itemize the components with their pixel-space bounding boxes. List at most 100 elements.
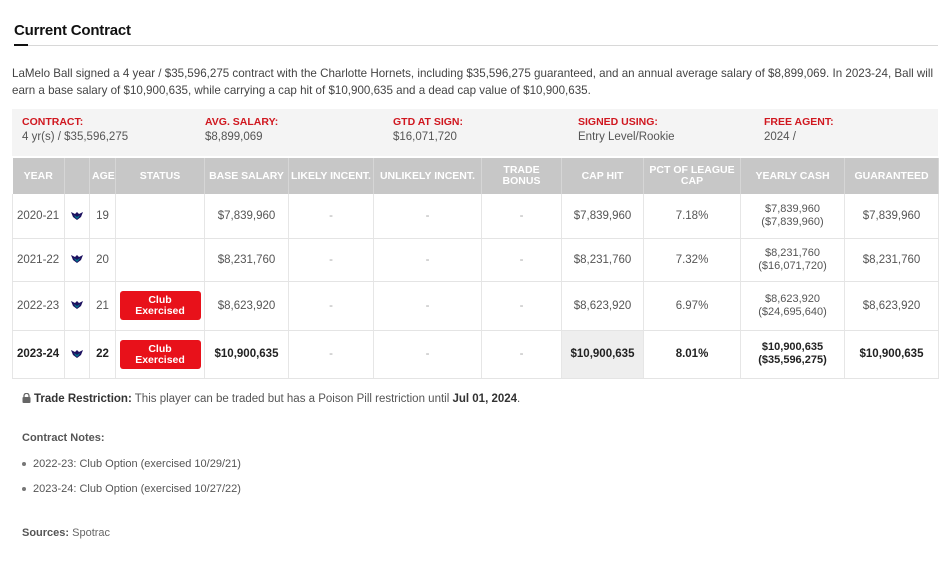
contract-info-bar: CONTRACT: 4 yr(s) / $35,596,275 AVG. SAL… <box>12 109 938 156</box>
bullet-icon <box>22 462 26 467</box>
cell-pct-cap: 7.18% <box>643 194 741 239</box>
cell-base-salary: $8,231,760 <box>204 238 289 282</box>
cell-age: 19 <box>89 194 116 239</box>
info-value: $16,071,720 <box>393 131 457 143</box>
cash-value: $10,900,635 <box>761 341 824 353</box>
table-row: 2020-21 19 $7,839,960 - - - $7,839,960 7… <box>12 194 939 239</box>
cash-cumulative: ($24,695,640) <box>758 305 827 318</box>
sources: Sources: Spotrac <box>22 527 110 539</box>
info-value: Entry Level/Rookie <box>578 131 675 143</box>
cell-cap-hit: $8,623,920 <box>561 281 644 331</box>
cell-pct-cap: 8.01% <box>643 330 741 379</box>
cell-team <box>64 330 90 379</box>
cash-cumulative: ($7,839,960) <box>761 215 824 228</box>
cell-trade-bonus: - <box>481 194 562 239</box>
cell-unlikely-incent: - <box>373 238 482 282</box>
table-row: 2021-22 20 $8,231,760 - - - $8,231,760 7… <box>12 238 939 282</box>
col-header-yearly-cash[interactable]: YEARLY CASH <box>740 158 845 194</box>
cell-likely-incent: - <box>288 281 374 331</box>
info-signed-using: SIGNED USING: Entry Level/Rookie <box>568 109 754 156</box>
info-label: GTD AT SIGN: <box>393 116 463 128</box>
contract-summary: LaMelo Ball signed a 4 year / $35,596,27… <box>12 67 934 97</box>
contract-notes-title: Contract Notes: <box>22 432 105 444</box>
cell-status <box>115 238 205 282</box>
cell-yearly-cash: $10,900,635 ($35,596,275) <box>740 330 845 379</box>
hornets-logo-icon <box>71 301 83 310</box>
cell-base-salary: $8,623,920 <box>204 281 289 331</box>
col-header-status[interactable]: STATUS <box>115 158 205 194</box>
section-title: Current Contract <box>14 22 131 39</box>
info-label: FREE AGENT: <box>764 116 834 128</box>
info-value: 2024 / <box>764 131 796 143</box>
lock-icon <box>22 393 31 403</box>
cell-age: 21 <box>89 281 116 331</box>
col-header-age[interactable]: AGE <box>89 158 116 194</box>
trade-restriction: Trade Restriction: This player can be tr… <box>22 393 520 405</box>
cell-age: 22 <box>89 330 116 379</box>
col-header-base-salary[interactable]: BASE SALARY <box>204 158 289 194</box>
list-item: 2022-23: Club Option (exercised 10/29/21… <box>22 458 241 483</box>
col-header-team <box>64 158 90 194</box>
cash-value: $7,839,960 <box>764 202 821 215</box>
info-value: $8,899,069 <box>205 131 263 143</box>
cell-pct-cap: 7.32% <box>643 238 741 282</box>
bullet-icon <box>22 487 26 492</box>
info-gtd-at-sign: GTD AT SIGN: $16,071,720 <box>383 109 568 156</box>
title-divider <box>14 45 938 46</box>
col-header-unlikely-incent[interactable]: UNLIKELY INCENT. <box>373 158 482 194</box>
hornets-logo-icon <box>71 255 83 264</box>
table-row: 2022-23 21 Club Exercised $8,623,920 - - … <box>12 281 939 331</box>
cash-cumulative: ($16,071,720) <box>758 259 827 272</box>
note-text: 2023-24: Club Option (exercised 10/27/22… <box>33 483 241 495</box>
cell-trade-bonus: - <box>481 281 562 331</box>
sources-value: Spotrac <box>69 527 111 539</box>
cell-team <box>64 281 90 331</box>
info-label: CONTRACT: <box>22 116 84 128</box>
cell-guaranteed: $10,900,635 <box>844 330 939 379</box>
cell-team <box>64 194 90 239</box>
cell-likely-incent: - <box>288 330 374 379</box>
cell-status: Club Exercised <box>115 330 205 379</box>
cell-guaranteed: $8,231,760 <box>844 238 939 282</box>
col-header-cap-hit[interactable]: CAP HIT <box>561 158 644 194</box>
cell-likely-incent: - <box>288 238 374 282</box>
info-contract: CONTRACT: 4 yr(s) / $35,596,275 <box>12 109 195 156</box>
table-row-current: 2023-24 22 Club Exercised $10,900,635 - -… <box>12 330 939 379</box>
status-badge: Club Exercised <box>119 339 201 369</box>
cell-team <box>64 238 90 282</box>
cell-guaranteed: $8,623,920 <box>844 281 939 331</box>
title-accent-bar <box>14 44 28 46</box>
cell-likely-incent: - <box>288 194 374 239</box>
note-text: 2022-23: Club Option (exercised 10/29/21… <box>33 458 241 470</box>
cell-year: 2021-22 <box>12 238 65 282</box>
col-header-guaranteed[interactable]: GUARANTEED <box>844 158 939 194</box>
cell-age: 20 <box>89 238 116 282</box>
hornets-logo-icon <box>71 349 83 358</box>
cell-base-salary: $7,839,960 <box>204 194 289 239</box>
cell-cap-hit: $8,231,760 <box>561 238 644 282</box>
cell-unlikely-incent: - <box>373 330 482 379</box>
cell-year: 2023-24 <box>12 330 65 379</box>
col-header-trade-bonus[interactable]: TRADE BONUS <box>481 158 562 194</box>
hornets-logo-icon <box>71 211 83 220</box>
col-header-likely-incent[interactable]: LIKELY INCENT. <box>288 158 374 194</box>
restriction-label: Trade Restriction: <box>34 393 132 405</box>
contract-notes-list: 2022-23: Club Option (exercised 10/29/21… <box>22 458 241 508</box>
restriction-end: . <box>517 393 521 405</box>
cell-yearly-cash: $8,231,760 ($16,071,720) <box>740 238 845 282</box>
list-item: 2023-24: Club Option (exercised 10/27/22… <box>22 483 241 508</box>
cell-yearly-cash: $8,623,920 ($24,695,640) <box>740 281 845 331</box>
status-badge: Club Exercised <box>119 291 201 320</box>
col-header-year[interactable]: YEAR <box>12 158 65 194</box>
info-label: SIGNED USING: <box>578 116 658 128</box>
cell-status: Club Exercised <box>115 281 205 331</box>
cell-base-salary: $10,900,635 <box>204 330 289 379</box>
restriction-date: Jul 01, 2024 <box>452 393 518 405</box>
col-header-pct-cap[interactable]: PCT OF LEAGUE CAP <box>643 158 741 194</box>
cell-status <box>115 194 205 239</box>
contract-table: YEAR AGE STATUS BASE SALARY LIKELY INCEN… <box>12 158 939 379</box>
cell-cap-hit: $7,839,960 <box>561 194 644 239</box>
cell-trade-bonus: - <box>481 238 562 282</box>
sources-label: Sources: <box>22 527 70 539</box>
cell-yearly-cash: $7,839,960 ($7,839,960) <box>740 194 845 239</box>
